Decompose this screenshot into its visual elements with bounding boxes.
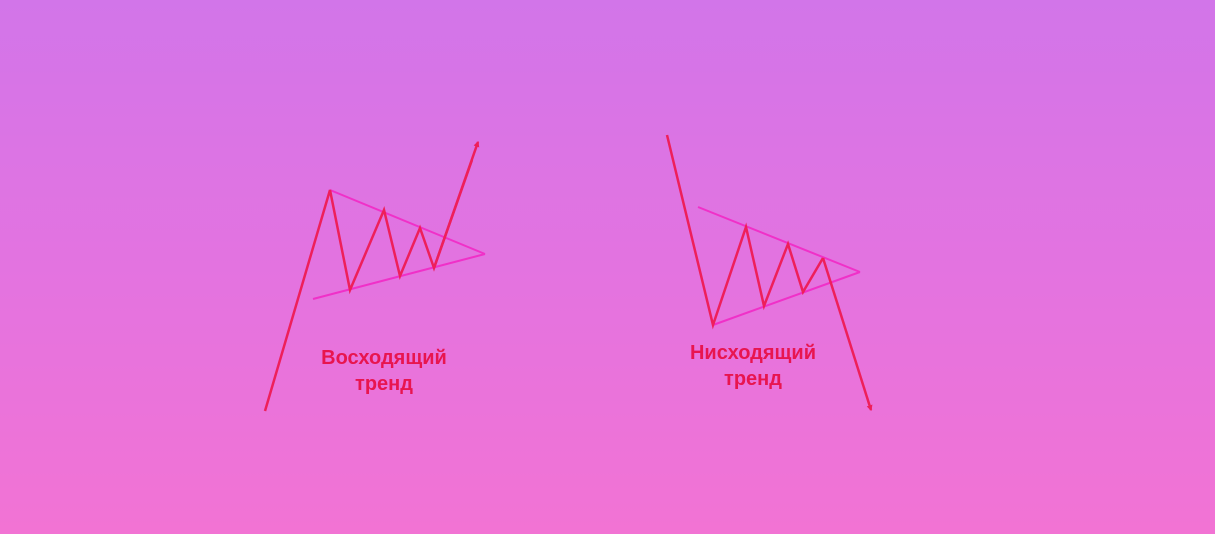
uptrend-pennant — [263, 140, 486, 412]
uptrend-price-line — [263, 159, 474, 412]
downtrend-breakout-arrow — [821, 257, 873, 412]
uptrend-label: Восходящий тренд — [313, 345, 455, 397]
downtrend-pennant — [665, 134, 873, 412]
downtrend-label-line2: тренд — [724, 368, 782, 390]
downtrend-upper-boundary — [697, 206, 861, 273]
downtrend-lower-boundary — [712, 271, 861, 326]
downtrend-label-line1: Нисходящий — [689, 342, 816, 364]
uptrend-label-line1: Восходящий — [321, 347, 447, 369]
uptrend-breakout-arrow — [432, 140, 480, 269]
uptrend-label-line2: тренд — [355, 373, 413, 395]
downtrend-label: Нисходящий тренд — [682, 340, 824, 392]
downtrend-price-line — [665, 134, 825, 330]
uptrend-upper-boundary — [329, 189, 486, 255]
